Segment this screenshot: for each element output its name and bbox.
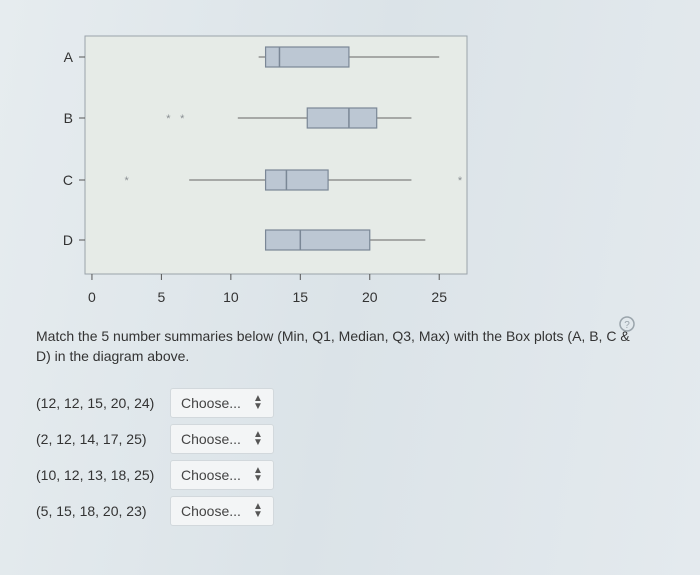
outlier-point: * [458, 175, 463, 187]
choose-dropdown-4[interactable]: Choose... ▲ ▼ [170, 496, 274, 526]
choose-dropdown-2[interactable]: Choose... ▲ ▼ [170, 424, 274, 454]
help-icon[interactable]: ? [618, 315, 636, 333]
up-down-arrow-icon: ▲ ▼ [252, 429, 263, 448]
match-row-1: (12, 12, 15, 20, 24) Choose... ▲ ▼ [36, 388, 274, 418]
outlier-point: * [180, 113, 185, 125]
up-down-arrow-icon: ▲ ▼ [252, 465, 263, 484]
y-tick-label-a: A [64, 49, 74, 65]
choose-dropdown-3[interactable]: Choose... ▲ ▼ [170, 460, 274, 490]
summary-label: (10, 12, 13, 18, 25) [36, 467, 155, 483]
dropdown-value: Choose... [181, 503, 241, 519]
box-plot-b: * * [166, 107, 412, 129]
x-tick-label: 5 [158, 289, 166, 305]
svg-text:?: ? [624, 320, 630, 331]
up-down-arrow-icon: ▲ ▼ [252, 393, 263, 412]
dropdown-value: Choose... [181, 395, 241, 411]
box-plot-c: * * [125, 169, 463, 191]
dropdown-value: Choose... [181, 431, 241, 447]
match-row-3: (10, 12, 13, 18, 25) Choose... ▲ ▼ [36, 460, 274, 490]
match-row-4: (5, 15, 18, 20, 23) Choose... ▲ ▼ [36, 496, 274, 526]
x-tick-label: 25 [431, 289, 447, 305]
question-prompt: Match the 5 number summaries below (Min,… [36, 328, 630, 364]
box-plot-d [264, 229, 426, 251]
box-plot-a [258, 46, 440, 68]
box-iqr [264, 229, 371, 251]
summary-label: (2, 12, 14, 17, 25) [36, 431, 147, 447]
box-iqr [264, 169, 329, 191]
outlier-point: * [166, 113, 171, 125]
box-iqr [306, 107, 378, 129]
choose-dropdown-1[interactable]: Choose... ▲ ▼ [170, 388, 274, 418]
x-tick-label: 10 [223, 289, 239, 305]
summary-label: (5, 15, 18, 20, 23) [36, 503, 147, 519]
box-iqr [264, 46, 350, 68]
up-down-arrow-icon: ▲ ▼ [252, 501, 263, 520]
outlier-point: * [125, 175, 130, 187]
x-tick-label: 0 [88, 289, 96, 305]
x-tick-label: 20 [362, 289, 378, 305]
match-row-2: (2, 12, 14, 17, 25) Choose... ▲ ▼ [36, 424, 274, 454]
y-tick-label-c: C [63, 172, 73, 188]
dropdown-value: Choose... [181, 467, 241, 483]
x-tick-label: 15 [293, 289, 309, 305]
y-tick-label-b: B [64, 110, 73, 126]
y-tick-label-d: D [63, 232, 73, 248]
summary-label: (12, 12, 15, 20, 24) [36, 395, 155, 411]
